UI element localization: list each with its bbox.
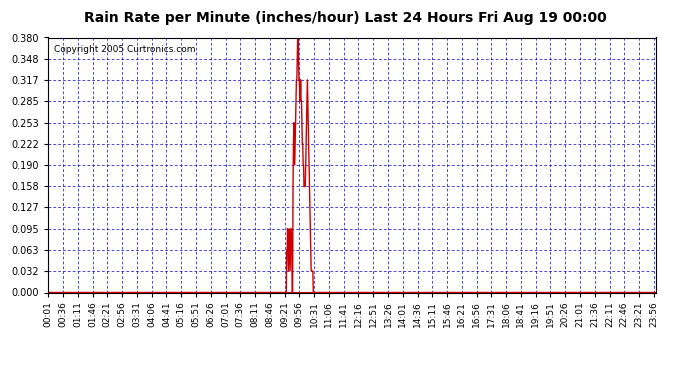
Text: Copyright 2005 Curtronics.com: Copyright 2005 Curtronics.com	[55, 45, 196, 54]
Text: Rain Rate per Minute (inches/hour) Last 24 Hours Fri Aug 19 00:00: Rain Rate per Minute (inches/hour) Last …	[83, 11, 607, 25]
